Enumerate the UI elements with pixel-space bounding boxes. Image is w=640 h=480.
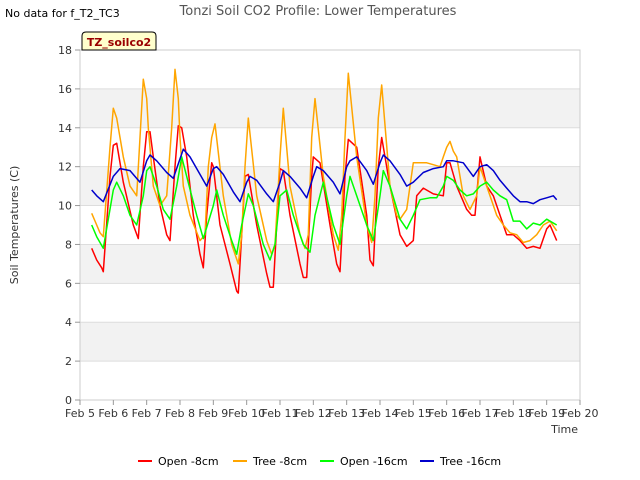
legend: Open -8cm Tree -8cm Open -16cm Tree -16cm: [138, 455, 501, 468]
no-data-note: No data for f_T2_TC3: [5, 7, 120, 20]
chart-title: Tonzi Soil CO2 Profile: Lower Temperatur…: [179, 4, 457, 19]
x-tick-label: Feb 17: [462, 407, 499, 420]
y-tick-label: 6: [65, 277, 72, 290]
plot-band: [80, 244, 580, 284]
plot-band: [80, 322, 580, 362]
badge-box: [81, 31, 157, 51]
plot-frame: [79, 49, 581, 401]
legend-label-tree-8cm: Tree -8cm: [252, 455, 307, 468]
x-tick-label: Feb 19: [528, 407, 565, 420]
legend-label-tree-16cm: Tree -16cm: [439, 455, 501, 468]
x-tick-label: Feb 8: [165, 407, 195, 420]
badge: TZ_soilco2: [81, 31, 157, 51]
y-tick-label: 0: [65, 394, 72, 407]
y-tick-label: 4: [65, 316, 72, 329]
x-tick-label: Feb 18: [495, 407, 532, 420]
plot-band: [80, 283, 580, 323]
series-line-open-8cm: [91, 125, 558, 294]
y-tick-label: 10: [58, 200, 72, 213]
plot-band: [80, 88, 580, 128]
plot-band: [80, 361, 580, 400]
plot-band: [80, 50, 580, 89]
series-line-tree-16cm: [91, 148, 558, 205]
x-tick-label: Feb 16: [428, 407, 465, 420]
badge-label: TZ_soilco2: [87, 36, 151, 49]
plot-band: [80, 166, 580, 206]
plot-background: [80, 50, 580, 400]
x-tick-label: Feb 12: [295, 407, 332, 420]
series-line-open-16cm: [91, 156, 558, 261]
y-tick-label: 14: [58, 122, 72, 135]
series-lines: [91, 68, 558, 294]
x-tick-label: Feb 14: [362, 407, 399, 420]
y-axis-label: Soil Temperatures (C): [8, 166, 21, 285]
y-tick-label: 16: [58, 83, 72, 96]
y-tick-label: 18: [58, 44, 72, 57]
y-tick-label: 8: [65, 238, 72, 251]
x-tick-label: Feb 6: [98, 407, 128, 420]
x-tick-label: Feb 20: [562, 407, 599, 420]
y-tick-label: 2: [65, 355, 72, 368]
x-tick-label: Feb 7: [132, 407, 162, 420]
legend-label-open-16cm: Open -16cm: [340, 455, 408, 468]
plot-band: [80, 127, 580, 167]
x-tick-label: Feb 15: [395, 407, 432, 420]
x-tick-label: Feb 10: [228, 407, 265, 420]
legend-label-open-8cm: Open -8cm: [158, 455, 219, 468]
x-tick-label: Feb 13: [328, 407, 365, 420]
x-tick-label: Feb 11: [262, 407, 299, 420]
x-tick-label: Feb 9: [198, 407, 228, 420]
x-axis-label: Time: [550, 423, 578, 436]
x-tick-label: Feb 5: [65, 407, 95, 420]
y-tick-label: 12: [58, 161, 72, 174]
y-axis-ticks: 0 2 4 6 8 10 12 14 16 18: [58, 44, 80, 407]
